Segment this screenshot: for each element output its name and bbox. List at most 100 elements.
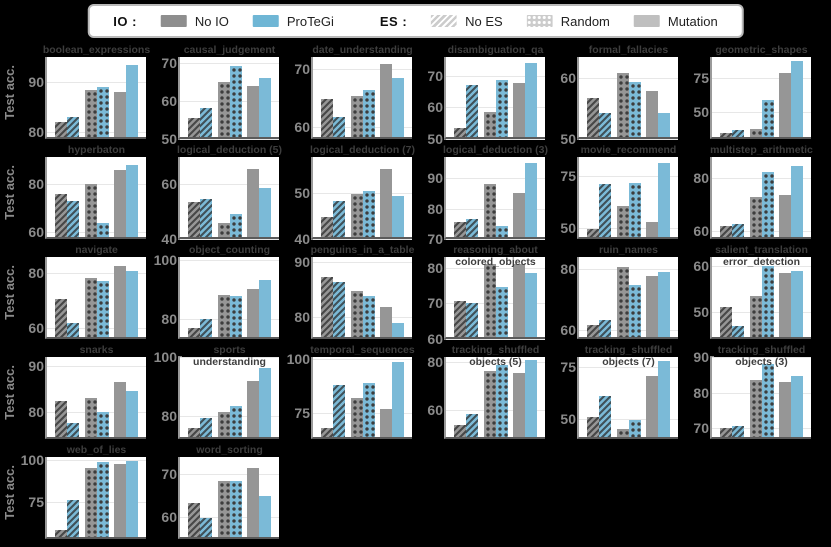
bar-no-io-mutation (380, 408, 393, 437)
bar-protegi-mutation (392, 78, 405, 137)
subplot-title: navigate (33, 244, 160, 256)
plot-area: salient_translation error_detection (710, 244, 811, 339)
bar-group (776, 57, 806, 137)
bar-group (747, 257, 777, 337)
bars (180, 257, 279, 337)
bars (180, 357, 279, 437)
bar-group (52, 157, 82, 237)
y-tick-label: 80 (560, 261, 576, 278)
subplot-title: tracking_shuffled objects (7) (565, 344, 692, 368)
bar-protegi-random (362, 383, 375, 437)
y-tick-label: 70 (427, 231, 443, 247)
bar-group (614, 157, 644, 237)
bars (579, 257, 678, 337)
bar-group (215, 57, 245, 137)
bar-protegi-no-es (332, 385, 345, 437)
plot-area: reasoning_about colored_objects (444, 244, 545, 340)
plot-area: sports understanding (178, 344, 279, 439)
bars (579, 357, 678, 437)
bar-no-io-no-es (453, 127, 466, 137)
y-tick-label: 80 (693, 384, 709, 401)
bar-group (717, 157, 747, 237)
bar-protegi-random (229, 296, 242, 337)
bar-no-io-no-es (320, 276, 333, 337)
bar-protegi-no-es (465, 414, 478, 437)
bar-group (185, 257, 215, 337)
bar-group (215, 257, 245, 337)
bar-group (111, 357, 141, 437)
gridline (446, 208, 545, 210)
subplot-logical_deduction_3: 70 80 90 logical_deduction (3) (416, 142, 549, 246)
bar-group (614, 57, 644, 137)
subplot-title-line: hyperbaton (67, 144, 126, 156)
subplot-date_understanding: 60 70 date_understanding (283, 42, 416, 142)
bar-group (481, 57, 511, 137)
bar-no-io-no-es (187, 201, 200, 237)
gridline (579, 78, 678, 80)
plot-area: boolean_expressions (43, 44, 150, 139)
bar-group (451, 357, 481, 437)
bar-no-io-random (217, 81, 230, 137)
y-tick-label: 70 (427, 67, 443, 84)
bar-protegi-random (229, 480, 242, 537)
gridline (712, 77, 811, 79)
y-tick-label: 50 (294, 185, 310, 202)
bar-protegi-mutation (392, 323, 405, 337)
subplot-tracking_shuffled_objects_3: 70 80 90 tracking_shuffled objects (3) (682, 342, 815, 442)
subplot-title-line: causal_judgement (183, 44, 276, 56)
subplot-title-line: formal_fallacies (588, 44, 669, 56)
gridline (579, 418, 678, 420)
subplot-web_of_lies: 75 100 web_of_lies (17, 442, 150, 542)
bar-group (215, 457, 245, 537)
bar-group (215, 157, 245, 237)
bar-no-io-mutation (779, 72, 792, 137)
bar-protegi-mutation (658, 163, 671, 237)
bar-protegi-no-es (598, 112, 611, 137)
mutation-swatch-icon (633, 15, 660, 27)
y-tick-label: 50 (560, 131, 576, 147)
plot-area: snarks (45, 344, 146, 439)
subplot-geometric_shapes: 50 75 geometric_shapes (682, 42, 815, 142)
bar-protegi-no-es (199, 319, 212, 337)
subplot-title-line: understanding (193, 356, 266, 368)
bar-no-io-mutation (380, 63, 393, 137)
bars (446, 157, 545, 237)
bar-protegi-no-es (332, 200, 345, 237)
bar-no-io-mutation (380, 168, 393, 237)
plot-area: causal_judgement (178, 44, 279, 140)
bar-group (510, 357, 540, 437)
chart-row: Test acc. 60 80 hyperbaton 40 60 logical_deduc… (2, 142, 829, 246)
legend-es-title: ES : (379, 13, 408, 29)
bar-group (377, 57, 407, 137)
bar-no-io-mutation (247, 467, 260, 537)
plot-area: logical_deduction (3) (443, 144, 548, 240)
subplot-boolean_expressions: 80 90 boolean_expressions (17, 42, 150, 142)
plot-area: geometric_shapes (710, 44, 811, 139)
legend-item-random: Random (526, 14, 610, 29)
y-tick-label: 50 (560, 410, 576, 427)
bar-no-io-mutation (114, 265, 127, 337)
bar-protegi-no-es (598, 320, 611, 337)
bar-protegi-random (96, 222, 109, 237)
bars (313, 357, 412, 437)
bar-group (348, 57, 378, 137)
bar-protegi-random (628, 419, 641, 437)
bar-protegi-mutation (525, 162, 538, 237)
subplot-title: reasoning_about colored_objects (432, 244, 559, 268)
no-es-label: No ES (465, 13, 503, 29)
plot-area: disambiguation_qa (444, 44, 545, 140)
gridline (579, 139, 678, 140)
bar-no-io-random (350, 96, 363, 137)
bar-protegi-no-es (199, 517, 212, 537)
bar-no-io-no-es (586, 416, 599, 437)
bar-protegi-no-es (465, 218, 478, 237)
bar-no-io-mutation (779, 381, 792, 437)
no-io-label: No IO (194, 13, 229, 29)
subplot-title-line: word_sorting (196, 444, 263, 456)
subplot-title: multistep_arithmetic (698, 144, 825, 156)
y-tick-label: 80 (427, 259, 443, 276)
gridline (47, 81, 146, 83)
bar-protegi-random (229, 406, 242, 437)
empty-cell (416, 442, 549, 542)
bar-group (643, 357, 673, 437)
